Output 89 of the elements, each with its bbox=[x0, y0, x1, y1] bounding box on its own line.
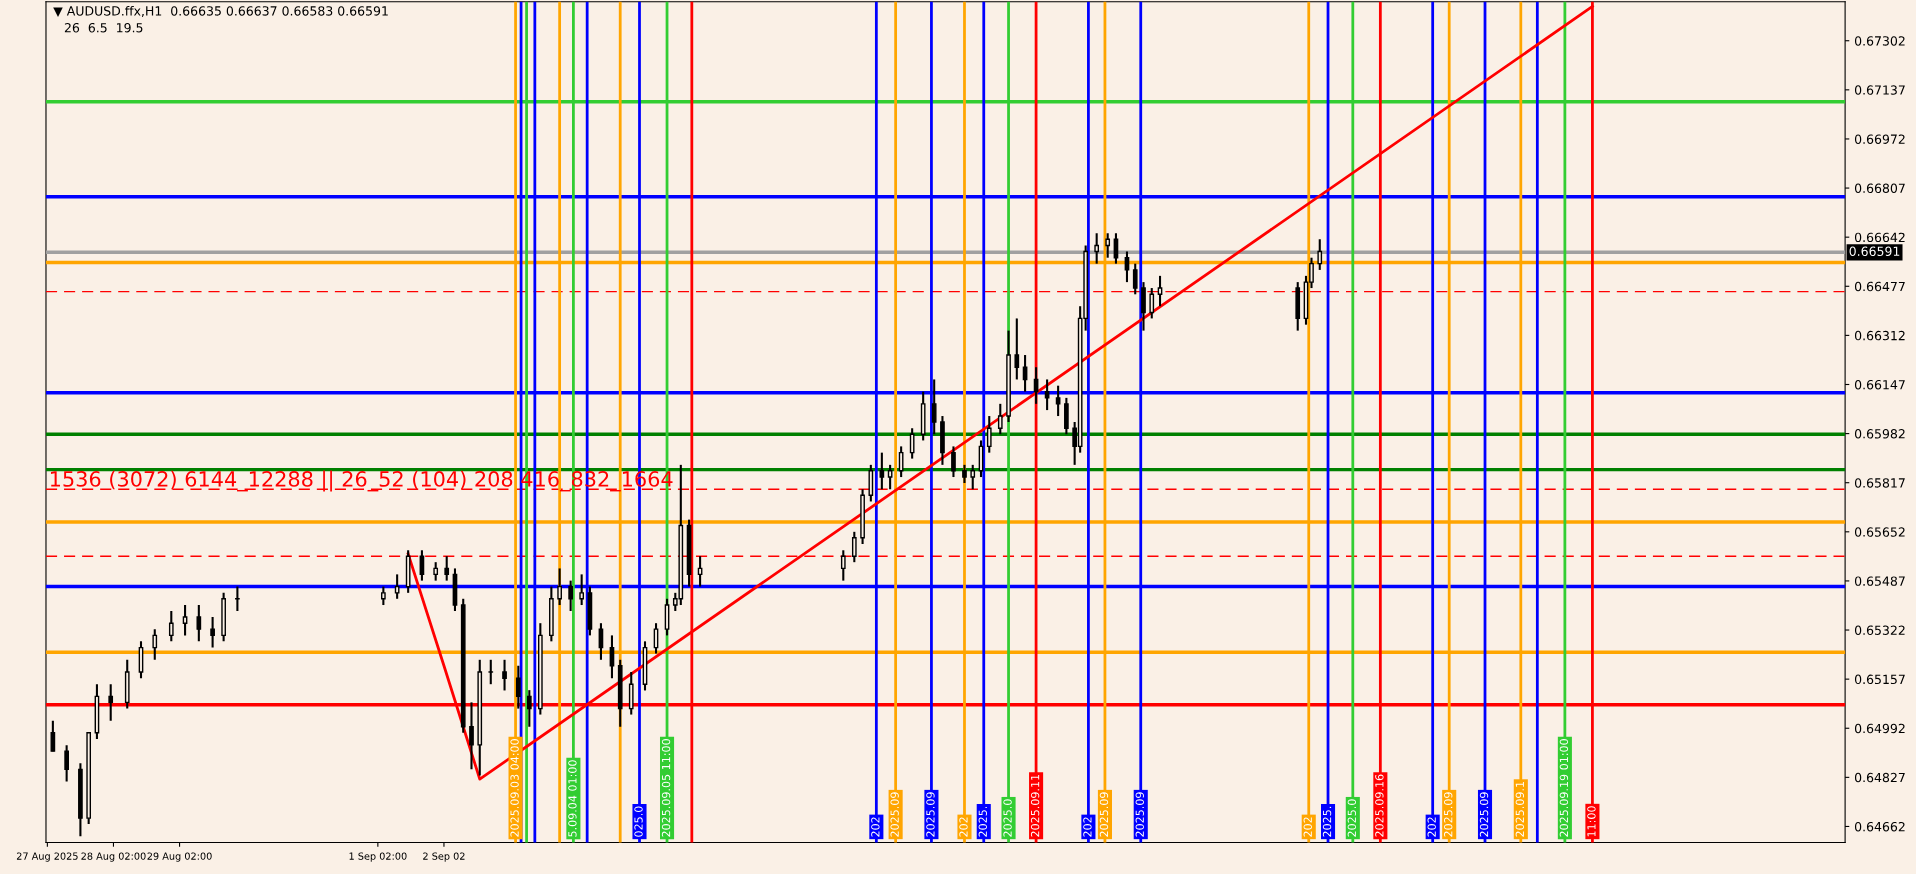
ref-line-label: 202 bbox=[959, 817, 968, 837]
candlestick bbox=[1094, 232, 1100, 265]
ref-line-label: 2025.0 bbox=[1003, 799, 1012, 837]
ref-line-label: 2025.09 bbox=[890, 792, 899, 837]
y-tick-label: 0.66807 bbox=[1854, 183, 1905, 193]
x-tick-label: 28 Aug 02:00 bbox=[81, 852, 146, 862]
y-tick-label: 0.66642 bbox=[1854, 232, 1905, 243]
candlestick bbox=[568, 579, 573, 613]
candlestick bbox=[108, 683, 114, 722]
ref-line-label: 2025.09 bbox=[926, 792, 935, 837]
ref-line-label: 2025.09.1 bbox=[1515, 781, 1525, 837]
candlestick bbox=[997, 402, 1003, 436]
ref-line-label: 2025.0 bbox=[1347, 799, 1357, 837]
candlestick bbox=[1149, 287, 1155, 320]
candlestick bbox=[1105, 232, 1111, 259]
ref-line-label: 2025.09.03 04:00 bbox=[510, 739, 519, 837]
y-tick-label: 0.64992 bbox=[1854, 723, 1905, 734]
ref-line-label: 2025.09 bbox=[1479, 792, 1489, 837]
ref-line-label: 202 bbox=[1427, 817, 1436, 837]
candlestick bbox=[840, 549, 846, 582]
y-tick-label: 0.67137 bbox=[1854, 85, 1905, 95]
candlestick bbox=[152, 628, 158, 661]
candlestick bbox=[433, 561, 439, 582]
candlestick bbox=[931, 378, 937, 436]
candlestick bbox=[851, 530, 857, 564]
ref-line-label: 2025. bbox=[1322, 806, 1332, 837]
candlestick bbox=[1055, 384, 1061, 418]
y-tick-label: 0.66477 bbox=[1854, 281, 1905, 292]
candlestick bbox=[962, 463, 967, 485]
ref-line-label: 2025.09.16 bbox=[1375, 774, 1384, 837]
ref-line-label: 2025. bbox=[978, 806, 987, 837]
x-tick-label: 27 Aug 2025 bbox=[16, 852, 78, 862]
candlestick bbox=[951, 445, 956, 479]
candlestick bbox=[381, 585, 386, 607]
ref-line-label: 11:00 bbox=[1587, 806, 1596, 837]
ref-line-label: 2025.09 bbox=[1444, 792, 1453, 837]
ref-line-label: 202 bbox=[1083, 817, 1092, 837]
candlestick bbox=[394, 573, 400, 600]
candlestick bbox=[526, 689, 532, 728]
y-tick-label: 0.67302 bbox=[1854, 36, 1905, 46]
y-tick-label: 0.65487 bbox=[1854, 576, 1905, 586]
candlestick bbox=[1124, 250, 1130, 284]
candlestick bbox=[579, 573, 585, 607]
candlestick bbox=[557, 567, 562, 607]
candlestick bbox=[168, 609, 174, 643]
candlestick bbox=[210, 615, 215, 649]
candlestick bbox=[986, 415, 992, 454]
candlestick bbox=[515, 664, 521, 710]
candlestick bbox=[1157, 274, 1163, 308]
candlestick bbox=[182, 603, 188, 637]
ref-line-label: 2025.09.19 01:00 bbox=[1559, 739, 1569, 837]
candlestick bbox=[488, 658, 494, 686]
candlestick bbox=[502, 658, 507, 692]
ref-line-label: 2025.09 bbox=[1135, 792, 1144, 837]
candlestick bbox=[1014, 317, 1020, 381]
x-tick-label: 2 Sep 02 bbox=[423, 852, 465, 862]
ref-line-label: 202 bbox=[871, 817, 880, 837]
x-tick-label: 29 Aug 02:00 bbox=[147, 852, 212, 862]
candlestick bbox=[1317, 238, 1323, 271]
text: 26 6.5 19.5 bbox=[64, 22, 143, 33]
candlestick bbox=[970, 463, 976, 491]
ref-line-label: 2025.09 bbox=[1099, 792, 1109, 837]
y-tick-label: 0.66312 bbox=[1854, 330, 1905, 341]
ref-line-label: 025.0 bbox=[634, 806, 643, 837]
y-tick-label: 0.66147 bbox=[1854, 379, 1905, 390]
y-tick-label: 0.66972 bbox=[1854, 134, 1905, 144]
ref-line-label: 2025.09.05 11:00 bbox=[661, 739, 671, 837]
y-tick-label: 0.65322 bbox=[1854, 625, 1905, 635]
candlestick bbox=[235, 585, 240, 613]
y-tick-label: 0.64827 bbox=[1854, 772, 1905, 783]
candlestick bbox=[196, 603, 202, 643]
y-tick-label: 0.65982 bbox=[1854, 429, 1905, 439]
ref-line-label: 2025.09.11 bbox=[1030, 774, 1040, 837]
ref-line-label: 5.09.04 01:00 bbox=[568, 760, 577, 837]
candlestick bbox=[879, 451, 885, 491]
x-tick-label: 1 Sep 02:00 bbox=[349, 852, 407, 862]
y-tick-label: 0.64662 bbox=[1854, 821, 1905, 832]
y-tick-label: 0.65157 bbox=[1854, 674, 1905, 685]
candlestick bbox=[1044, 378, 1050, 412]
candlestick bbox=[444, 555, 450, 582]
candlestick bbox=[469, 701, 474, 771]
candlestick bbox=[64, 744, 69, 783]
y-tick-label: 0.65652 bbox=[1854, 527, 1905, 537]
ref-line-label: 0.66591 bbox=[1849, 246, 1900, 256]
y-tick-label: 0.65817 bbox=[1854, 478, 1905, 488]
candlestick bbox=[1132, 262, 1138, 296]
candlestick bbox=[887, 463, 893, 491]
ref-line-label: 202 bbox=[1303, 817, 1312, 837]
chart-title: ▼ AUDUSD.ffx,H1 0.66635 0.66637 0.66583 0.66591 bbox=[53, 5, 388, 17]
